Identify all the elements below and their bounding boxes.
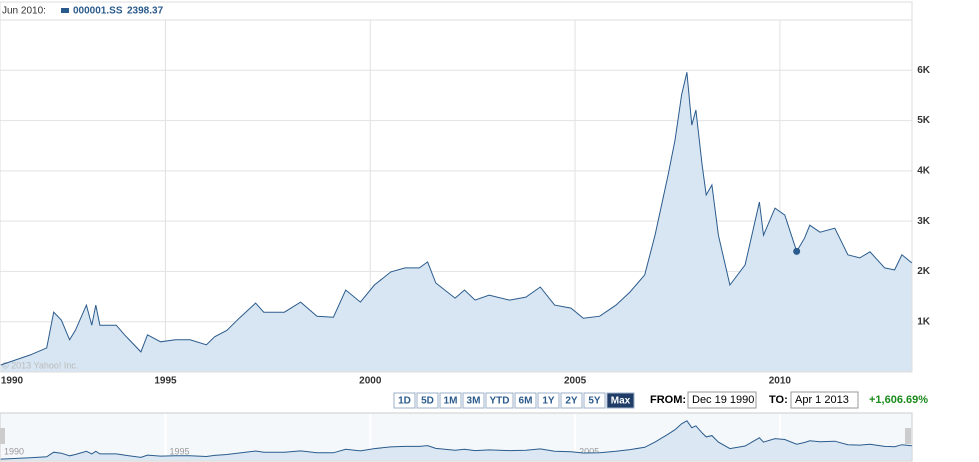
range-button-label: 5D [421, 396, 434, 407]
y-tick-label: 2K [917, 266, 931, 277]
from-label: FROM: [650, 394, 686, 406]
navigator-tick-label: 1995 [169, 446, 189, 456]
range-button[interactable] [393, 392, 416, 409]
y-tick-label: 5K [917, 115, 931, 126]
area-fill [0, 72, 912, 373]
range-button[interactable] [606, 392, 635, 409]
copyright: © 2013 Yahoo! Inc. [2, 360, 78, 370]
legend-swatch [61, 8, 69, 13]
y-tick-label: 1K [917, 316, 931, 327]
to-input[interactable] [790, 391, 859, 409]
y-tick-label: 4K [917, 165, 931, 176]
legend-value: 2398.37 [127, 6, 164, 17]
x-tick-label: 2005 [564, 376, 587, 387]
from-value: Dec 19 1990 [692, 394, 754, 406]
range-button-label: YTD [490, 396, 510, 407]
to-value: Apr 1 2013 [795, 394, 849, 406]
navigator-tick-label: 1990 [4, 446, 24, 456]
change: +1,606.69% [869, 394, 928, 406]
range-button-label: 5Y [588, 396, 601, 407]
x-tick-label: 1990 [1, 376, 24, 387]
range-button[interactable] [439, 392, 462, 409]
y-tick-label: 3K [917, 216, 931, 227]
navigator-line [0, 420, 912, 460]
range-button[interactable] [416, 392, 439, 409]
range-button-label: 1Y [542, 396, 555, 407]
range-button[interactable] [485, 392, 514, 409]
x-tick-label: 2010 [769, 376, 792, 387]
x-tick-label: 2000 [359, 376, 382, 387]
range-button-label: 6M [519, 396, 533, 407]
x-tick-label: 1995 [154, 376, 177, 387]
range-button-label: Max [611, 396, 631, 407]
range-button[interactable] [514, 392, 537, 409]
navigator-tick-label: 2005 [579, 446, 599, 456]
range-button[interactable] [537, 392, 560, 409]
navigator-handle-left[interactable] [0, 428, 5, 444]
from-input[interactable] [687, 391, 757, 409]
range-button-label: 2Y [565, 396, 578, 407]
plot-frame [0, 1, 913, 373]
range-button-label: 3M [467, 396, 481, 407]
navigator-handle-right[interactable] [905, 428, 911, 444]
range-button-label: 1D [398, 396, 411, 407]
navigator-fill [0, 420, 912, 460]
range-button[interactable] [583, 392, 606, 409]
hover-point [793, 247, 801, 255]
price-line [0, 72, 913, 366]
legend-date: Jun 2010: [2, 6, 46, 17]
to-label: TO: [769, 394, 788, 406]
range-button[interactable] [560, 392, 583, 409]
legend-name: 000001.SS [73, 6, 123, 17]
range-button-label: 1M [444, 396, 458, 407]
y-tick-label: 6K [917, 65, 931, 76]
range-button[interactable] [462, 392, 485, 409]
